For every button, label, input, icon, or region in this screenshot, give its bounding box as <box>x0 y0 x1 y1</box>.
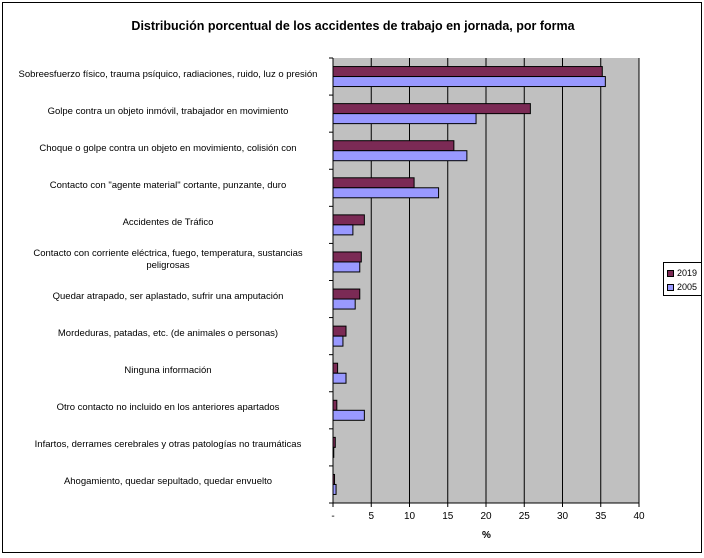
bar-2019-0 <box>332 66 603 78</box>
category-label: Quedar atrapado, ser aplastado, sufrir u… <box>52 291 284 303</box>
x-tick-label: 30 <box>557 511 569 522</box>
legend-swatch-2005 <box>667 283 674 291</box>
bar-2019-4 <box>332 214 365 226</box>
x-tick-label: 40 <box>633 511 645 522</box>
bar-2005-5 <box>332 261 361 273</box>
bar-2019-1 <box>332 103 531 115</box>
bar-2019-9 <box>332 399 338 411</box>
x-tick-label: - <box>331 511 334 522</box>
category-label: Mordeduras, patadas, etc. (de animales o… <box>57 328 279 340</box>
bar-2005-8 <box>332 372 347 384</box>
category-label: Otro contacto no incluido en los anterio… <box>56 402 280 414</box>
category-label: Ahogamiento, quedar sepultado, quedar en… <box>63 476 273 488</box>
x-tick-label: 20 <box>480 511 492 522</box>
category-label: Infartos, derrames cerebrales y otras pa… <box>34 439 302 451</box>
x-tick-label: 15 <box>442 511 454 522</box>
bar-2005-1 <box>332 113 477 125</box>
bar-2005-9 <box>332 409 365 421</box>
x-axis-title: % <box>482 530 491 541</box>
bar-2019-2 <box>332 140 455 152</box>
category-label: Accidentes de Tráfico <box>122 216 214 228</box>
bar-2019-3 <box>332 177 415 189</box>
category-label: Ninguna información <box>124 365 212 377</box>
legend-label-2019: 2019 <box>677 268 698 278</box>
bar-2005-7 <box>332 335 344 347</box>
legend: 2019 2005 <box>663 262 702 296</box>
bar-2019-6 <box>332 288 361 300</box>
bar-2005-4 <box>332 224 354 236</box>
bar-2005-11 <box>332 483 337 495</box>
category-label: Golpe contra un objeto inmóvil, trabajad… <box>47 105 289 117</box>
category-label: Contacto con "agente material" cortante,… <box>49 179 287 191</box>
x-tick-label: 5 <box>368 511 374 522</box>
legend-entry-2019: 2019 <box>667 268 697 278</box>
bar-2019-11 <box>332 473 336 485</box>
bar-2019-5 <box>332 251 362 263</box>
x-tick-label: 10 <box>404 511 416 522</box>
x-tick-label: 25 <box>519 511 531 522</box>
category-label: Contacto con corriente eléctrica, fuego,… <box>33 247 303 271</box>
bar-2005-3 <box>332 187 440 199</box>
chart-title: Distribución porcentual de los accidente… <box>131 19 575 33</box>
legend-swatch-2019 <box>667 269 674 277</box>
x-tick-label: 35 <box>595 511 607 522</box>
bar-2005-2 <box>332 150 468 162</box>
bar-2005-6 <box>332 298 356 310</box>
category-label: Sobreesfuerzo físico, trauma psíquico, r… <box>18 68 318 80</box>
bar-chart: - 5 10 15 20 25 30 35 40 <box>329 57 645 522</box>
legend-label-2005: 2005 <box>677 282 698 292</box>
bar-2005-10 <box>332 446 335 458</box>
category-label: Choque o golpe contra un objeto en movim… <box>39 142 297 154</box>
bar-2019-8 <box>332 362 339 374</box>
legend-entry-2005: 2005 <box>667 282 697 292</box>
bar-2005-0 <box>332 76 606 88</box>
bar-2019-7 <box>332 325 347 337</box>
bar-2019-10 <box>332 436 336 448</box>
